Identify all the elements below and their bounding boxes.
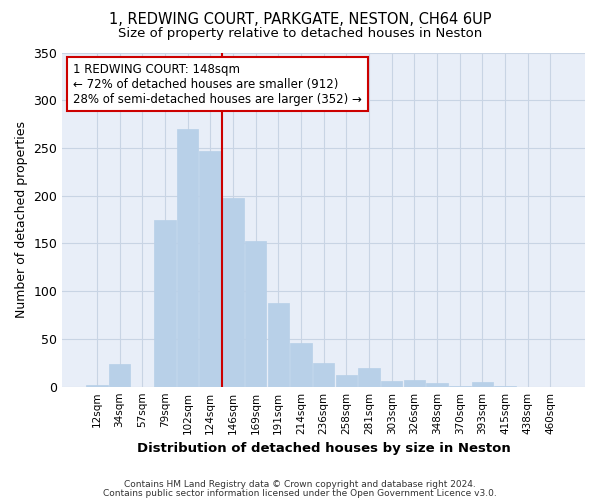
Bar	[426, 383, 448, 386]
Bar	[177, 129, 199, 386]
Bar	[358, 368, 380, 386]
Bar	[381, 381, 403, 386]
Y-axis label: Number of detached properties: Number of detached properties	[15, 121, 28, 318]
Bar	[290, 343, 312, 386]
Bar	[335, 375, 357, 386]
X-axis label: Distribution of detached houses by size in Neston: Distribution of detached houses by size …	[137, 442, 511, 455]
Text: 1, REDWING COURT, PARKGATE, NESTON, CH64 6UP: 1, REDWING COURT, PARKGATE, NESTON, CH64…	[109, 12, 491, 28]
Bar	[245, 240, 266, 386]
Bar	[199, 151, 221, 386]
Bar	[86, 385, 107, 386]
Bar	[222, 198, 244, 386]
Text: 1 REDWING COURT: 148sqm
← 72% of detached houses are smaller (912)
28% of semi-d: 1 REDWING COURT: 148sqm ← 72% of detache…	[73, 62, 362, 106]
Bar	[154, 220, 176, 386]
Bar	[472, 382, 493, 386]
Text: Contains HM Land Registry data © Crown copyright and database right 2024.: Contains HM Land Registry data © Crown c…	[124, 480, 476, 489]
Bar	[313, 363, 334, 386]
Bar	[404, 380, 425, 386]
Text: Size of property relative to detached houses in Neston: Size of property relative to detached ho…	[118, 28, 482, 40]
Bar	[109, 364, 130, 386]
Text: Contains public sector information licensed under the Open Government Licence v3: Contains public sector information licen…	[103, 488, 497, 498]
Bar	[268, 302, 289, 386]
